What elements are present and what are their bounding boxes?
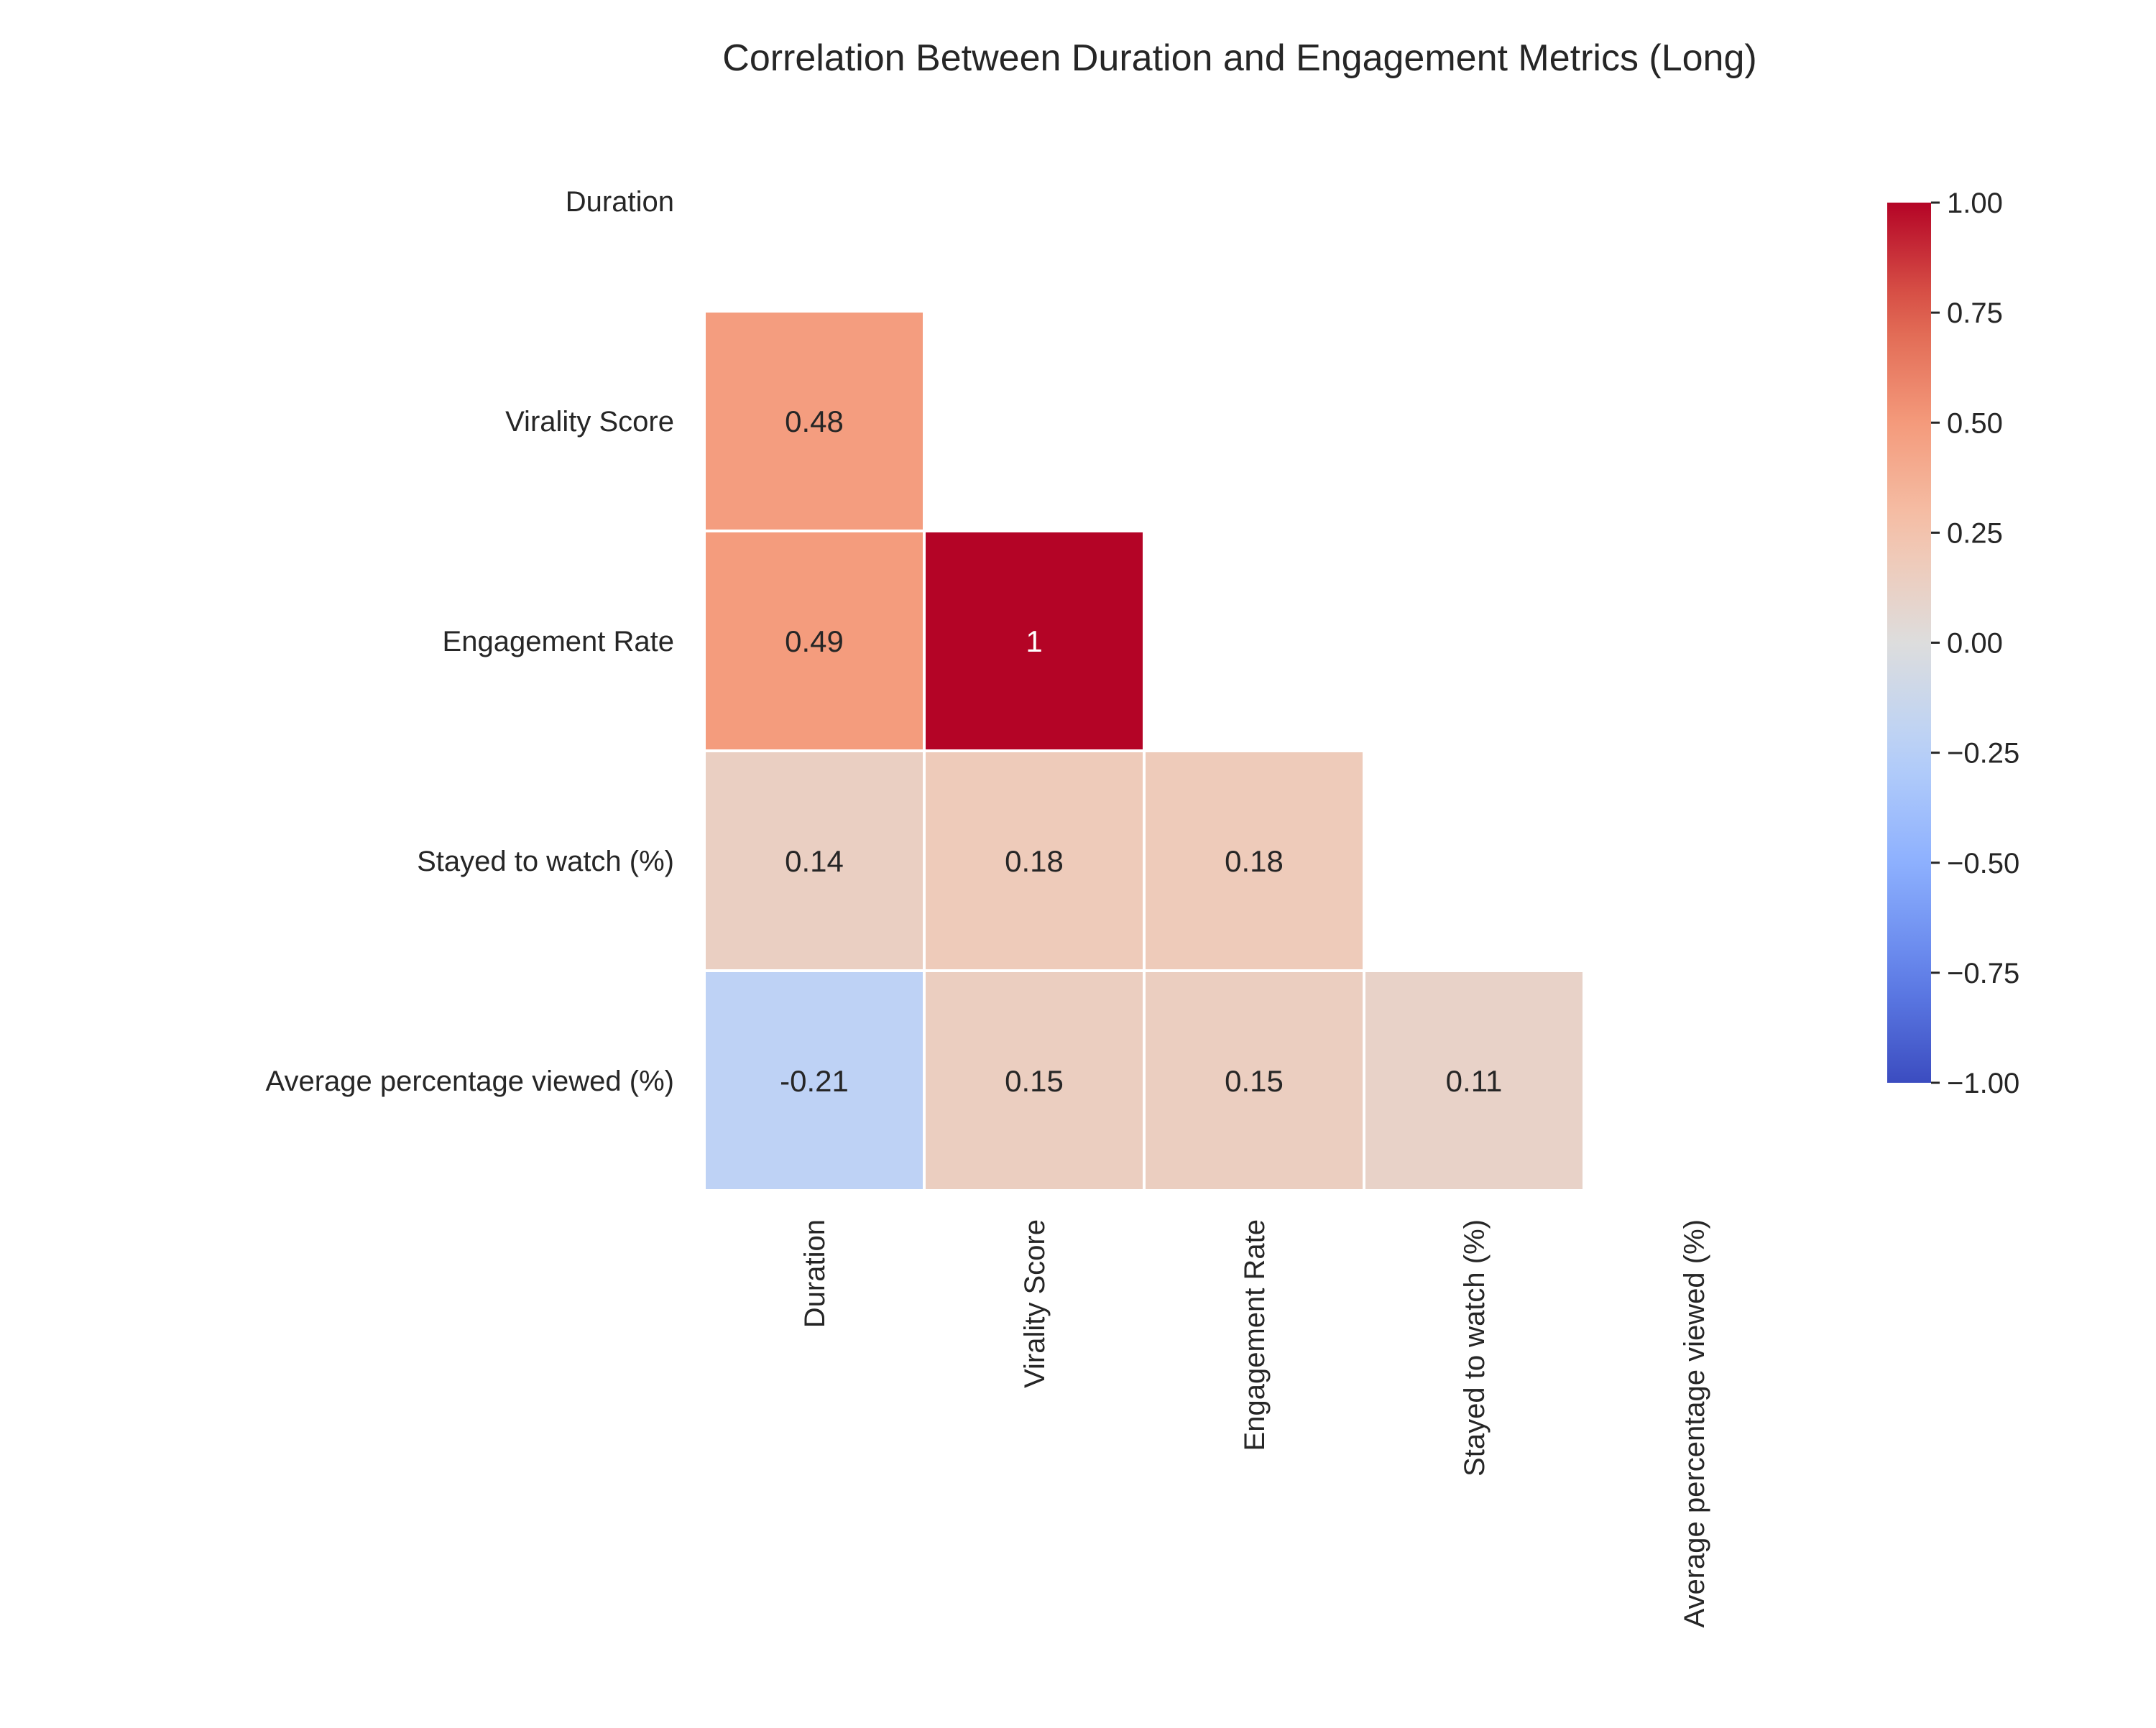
colorbar-tick-label: −0.50 bbox=[1947, 848, 2019, 879]
heatmap-cell bbox=[1143, 749, 1365, 972]
colorbar-tick-label: 1.00 bbox=[1947, 188, 2003, 219]
cell-value-label: 0.11 bbox=[1446, 1064, 1503, 1098]
colorbar-gradient bbox=[1887, 203, 1931, 1083]
cell-value-label: 0.48 bbox=[785, 405, 844, 438]
colorbar-tick-label: 0.50 bbox=[1947, 407, 2003, 439]
colorbar: 1.00 0.75 0.50 0.25 0.00 −0.25 −0.50 −0.75 −1.00 bbox=[1887, 188, 2019, 1099]
cell-value-label: -0.21 bbox=[780, 1064, 849, 1098]
cell-value-label: 0.18 bbox=[1005, 844, 1064, 878]
heatmap-cell bbox=[703, 969, 926, 1192]
row-label: Duration bbox=[566, 186, 674, 218]
heatmap-cell bbox=[703, 749, 926, 972]
chart-title: Correlation Between Duration and Engagem… bbox=[722, 37, 1756, 79]
cell-value-label: 1 bbox=[1026, 624, 1042, 658]
heatmap-cells: 0.48 0.49 1 0.14 0.18 0.18 -0.21 0.15 0.15 0.11 bbox=[703, 310, 1585, 1192]
column-label: Virality Score bbox=[1019, 1219, 1051, 1388]
heatmap-cell bbox=[703, 310, 926, 532]
heatmap-cell bbox=[923, 749, 1146, 972]
cell-value-label: 0.49 bbox=[785, 624, 844, 658]
cell-value-label: 0.15 bbox=[1225, 1064, 1284, 1098]
cell-value-label: 0.15 bbox=[1005, 1064, 1064, 1098]
cell-value-label: 0.18 bbox=[1225, 844, 1284, 878]
row-labels: Duration Virality Score Engagement Rate Sta… bbox=[266, 186, 674, 1097]
heatmap-cell bbox=[1363, 969, 1585, 1192]
colorbar-tick-label: 0.25 bbox=[1947, 517, 2003, 549]
column-label: Stayed to watch (%) bbox=[1459, 1219, 1491, 1477]
colorbar-tick-label: 0.00 bbox=[1947, 628, 2003, 660]
row-label: Stayed to watch (%) bbox=[417, 846, 674, 877]
heatmap-cell bbox=[923, 969, 1146, 1192]
colorbar-tick-label: 0.75 bbox=[1947, 297, 2003, 329]
column-label: Average percentage viewed (%) bbox=[1679, 1219, 1710, 1627]
colorbar-tick-label: −0.75 bbox=[1947, 958, 2019, 989]
row-label: Virality Score bbox=[505, 406, 674, 438]
heatmap-cell bbox=[1143, 969, 1365, 1192]
column-label: Duration bbox=[799, 1219, 831, 1328]
row-label: Average percentage viewed (%) bbox=[266, 1066, 674, 1097]
cell-value-label: 0.14 bbox=[785, 844, 844, 878]
column-label: Engagement Rate bbox=[1239, 1219, 1271, 1451]
colorbar-tick-label: −0.25 bbox=[1947, 738, 2019, 770]
row-label: Engagement Rate bbox=[443, 626, 674, 657]
column-labels: Duration Virality Score Engagement Rate Sta… bbox=[799, 1219, 1710, 1627]
colorbar-tick-label: −1.00 bbox=[1947, 1068, 2019, 1099]
